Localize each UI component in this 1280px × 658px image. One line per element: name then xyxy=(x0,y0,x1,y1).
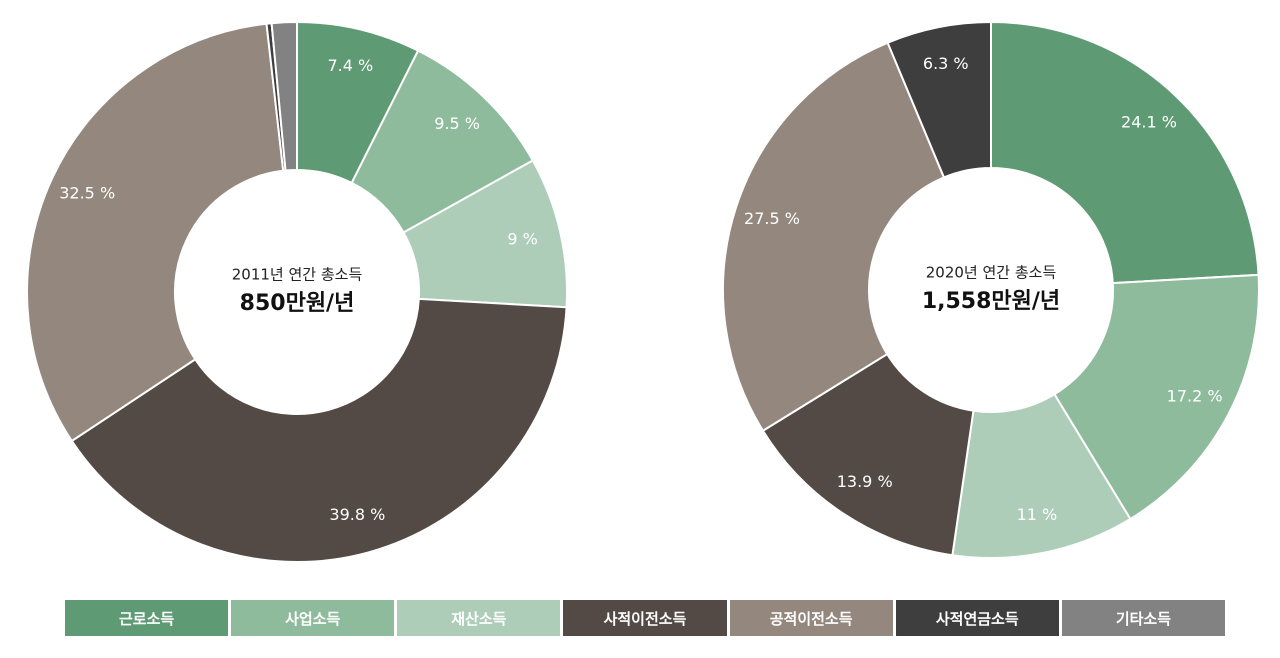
slice-label-2-4: 13.9 % xyxy=(837,472,893,491)
slice-1-7 xyxy=(270,20,298,172)
legend-item-1: 근로소득 xyxy=(65,600,229,636)
slice-label-1-3: 9 % xyxy=(507,230,537,249)
slice-label-2-1: 24.1 % xyxy=(1121,112,1177,131)
slice-label-1-1: 7.4 % xyxy=(327,56,373,75)
slice-2-5 xyxy=(722,41,946,433)
slice-2-2 xyxy=(1053,273,1260,521)
legend-item-7: 기타소득 xyxy=(1061,600,1225,636)
slice-label-2-2: 17.2 % xyxy=(1167,387,1223,406)
slice-label-1-2: 9.5 % xyxy=(434,114,480,133)
slice-label-1-4: 39.8 % xyxy=(329,505,385,524)
donut-chart-2: 24.1 % 17.2 % 11 % 13.9 % 27.5 % 6.3 % 2020년 연… xyxy=(722,20,1260,559)
legend-item-2: 사업소득 xyxy=(231,600,395,636)
legend-item-4: 사적이전소득 xyxy=(563,600,727,636)
center-label-2: 2020년 연간 총소득 xyxy=(926,264,1057,282)
legend: 근로소득 사업소득 재산소득 사적이전소득 공적이전소득 사적연금소득 기타소득 xyxy=(65,600,1225,636)
legend-item-3: 재산소득 xyxy=(397,600,561,636)
slice-1-5 xyxy=(26,22,285,443)
slice-2-4 xyxy=(761,352,975,557)
legend-item-6: 사적연금소득 xyxy=(895,600,1059,636)
slice-1-4 xyxy=(70,297,568,563)
slice-label-2-6: 6.3 % xyxy=(923,54,969,73)
slice-label-1-5: 32.5 % xyxy=(59,184,115,203)
slice-label-2-5: 27.5 % xyxy=(744,209,800,228)
donut-chart-1: 7.4 % 9.5 % 9 % 39.8 % 32.5 % 2011년 연간 총소득 850… xyxy=(26,20,568,563)
slice-label-2-3: 11 % xyxy=(1017,505,1058,524)
donut-charts: 7.4 % 9.5 % 9 % 39.8 % 32.5 % 2011년 연간 총소득 850… xyxy=(26,20,1260,563)
slice-2-6 xyxy=(886,20,992,179)
center-value-1: 850만원/년 xyxy=(240,291,355,316)
center-value-2: 1,558만원/년 xyxy=(922,289,1060,314)
slice-2-1 xyxy=(990,20,1260,285)
legend-item-5: 공적이전소득 xyxy=(729,600,893,636)
center-label-1: 2011년 연간 총소득 xyxy=(232,266,363,284)
